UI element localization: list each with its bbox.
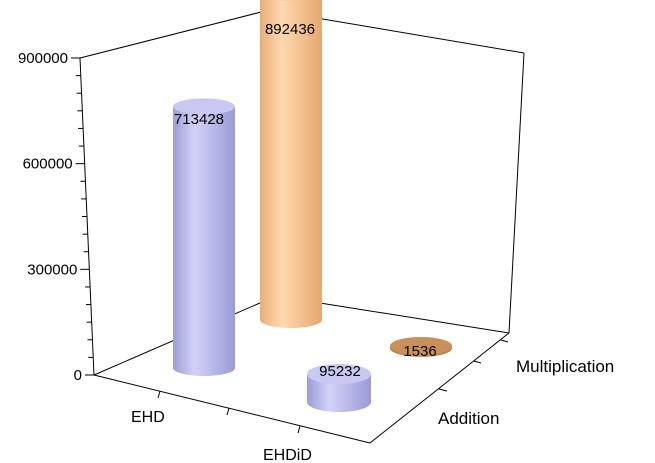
category-label-ehdid: EHDiD <box>263 447 312 463</box>
bar-ehd-multiplication-top <box>277 0 305 1</box>
bar-ehd-multiplication-body <box>260 0 322 328</box>
y-tick-label: 900000 <box>18 50 68 67</box>
bar-ehd-addition-body <box>173 106 235 377</box>
series-label-addition: Addition <box>438 409 499 428</box>
series-label-multiplication: Multiplication <box>516 357 614 376</box>
bar-ehd-addition <box>173 98 235 377</box>
depth-tick-middle <box>473 360 482 364</box>
y-tick-label: 0 <box>74 367 82 384</box>
data-label-ehd-multiplication: 892436 <box>265 21 315 38</box>
category-tick-ehd <box>157 390 161 399</box>
data-label-ehd-addition: 713428 <box>174 111 224 128</box>
box-edge-front-floor <box>93 374 371 444</box>
data-label-ehdid-addition: 95232 <box>319 363 361 380</box>
box-edge-right-floor <box>369 332 510 444</box>
data-label-ehdid-multiplication: 1536 <box>403 343 436 360</box>
category-label-ehd: EHD <box>131 409 165 426</box>
bar-ehd-addition-top <box>173 98 235 115</box>
bar-ehd-multiplication <box>260 0 322 328</box>
category-tick-middle <box>226 407 230 416</box>
depth-axis-ticks <box>438 339 509 392</box>
bar-ehdid-addition <box>307 364 371 412</box>
y-tick-label: 600000 <box>23 156 73 173</box>
y-tick-label: 300000 <box>27 261 77 278</box>
bars <box>173 0 452 412</box>
category-axis-ticks <box>157 390 301 434</box>
box-edge-back-top-left <box>79 9 270 59</box>
bar-ehdid-multiplication-top <box>390 337 452 355</box>
depth-tick-multiplication <box>500 339 509 343</box>
bar-ehdid-addition-top <box>307 364 371 384</box>
y-axis: 0 300000 600000 900000 <box>18 50 94 384</box>
depth-tick-addition <box>438 388 448 392</box>
category-tick-ehdid <box>297 425 301 434</box>
bar-ehdid-multiplication <box>390 337 452 357</box>
box-edge-right-vertical <box>508 52 525 334</box>
bar-ehdid-addition-body <box>307 374 371 412</box>
